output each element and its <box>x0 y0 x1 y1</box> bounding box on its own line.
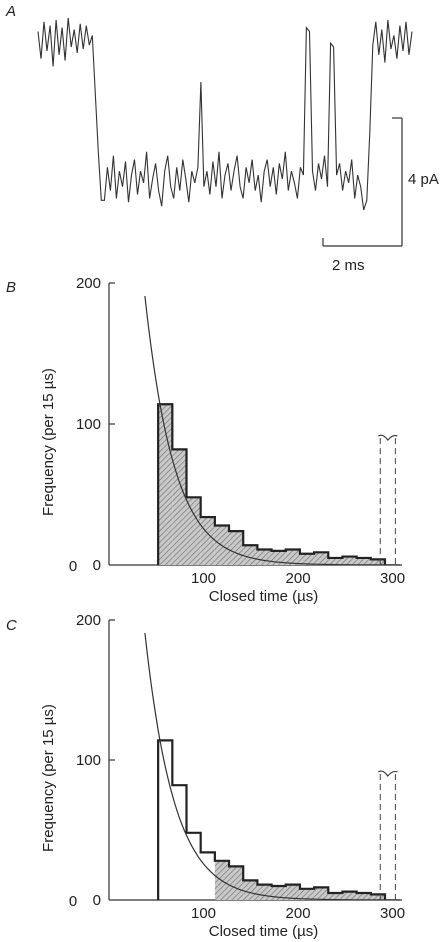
histogram-bar <box>229 866 244 900</box>
panel-label-c: C <box>6 617 17 634</box>
histogram-c: 0 100 200 100 200 300 0 Closed time (µs) Frequen… <box>40 612 405 940</box>
scale-bar-current-label: 4 pA <box>408 171 439 188</box>
histogram-outline <box>157 403 387 565</box>
x-tick-label: 300 <box>380 905 405 922</box>
histogram-bar <box>186 497 201 565</box>
axis-break-mark <box>377 434 398 441</box>
histogram-bar <box>285 549 300 565</box>
y-tick-label: 100 <box>76 416 101 433</box>
x-origin-label: 0 <box>69 558 77 575</box>
y-axis-label: Frequency (per 15 µs) <box>40 368 57 516</box>
y-tick-label: 0 <box>93 892 101 909</box>
histogram-bar <box>314 552 329 565</box>
axis-break-mark <box>377 770 398 777</box>
histogram-outline <box>157 739 387 900</box>
histogram-bar <box>314 887 329 900</box>
histogram-bar <box>200 517 215 565</box>
y-tick-label: 200 <box>76 275 101 292</box>
histogram-bar <box>172 449 187 565</box>
histogram-bar <box>370 894 385 900</box>
histogram-bar <box>342 891 357 900</box>
x-tick-label: 100 <box>191 905 216 922</box>
x-axis-label: Closed time (µs) <box>209 923 319 940</box>
histogram-bar <box>328 893 343 900</box>
histogram-bar <box>356 893 371 900</box>
y-tick-label: 0 <box>93 557 101 574</box>
panel-label-b: B <box>6 279 16 296</box>
y-tick-label: 100 <box>76 752 101 769</box>
histogram-bar <box>356 557 371 565</box>
fit-curve <box>144 632 401 901</box>
y-tick-label: 200 <box>76 612 101 629</box>
histogram-bar <box>299 888 315 900</box>
histogram-bar <box>299 553 315 565</box>
histogram-bar <box>257 549 272 565</box>
histogram-bar <box>243 880 258 900</box>
histogram-b: 0 100 200 100 200 300 0 Closed time (µs) Frequen… <box>40 275 405 605</box>
x-tick-label: 100 <box>191 570 216 587</box>
histogram-bar <box>285 884 300 900</box>
fit-curve <box>144 295 401 566</box>
x-origin-label: 0 <box>69 893 77 910</box>
x-tick-label: 300 <box>380 570 405 587</box>
histogram-bar <box>328 557 343 565</box>
histogram-bar <box>370 559 385 565</box>
current-trace <box>37 17 413 211</box>
y-axis-label: Frequency (per 15 µs) <box>40 704 57 852</box>
x-tick-label: 200 <box>286 905 311 922</box>
x-tick-label: 200 <box>286 570 311 587</box>
scale-bar-time-label: 2 ms <box>332 257 365 274</box>
histogram-bar <box>342 556 357 565</box>
histogram-bar <box>257 884 272 900</box>
histogram-bar <box>243 545 258 565</box>
x-axis-label: Closed time (µs) <box>209 588 319 605</box>
histogram-bar <box>229 531 244 565</box>
panel-label-a: A <box>5 3 16 20</box>
